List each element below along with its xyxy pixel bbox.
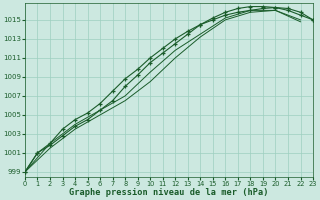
X-axis label: Graphe pression niveau de la mer (hPa): Graphe pression niveau de la mer (hPa) [69, 188, 269, 197]
